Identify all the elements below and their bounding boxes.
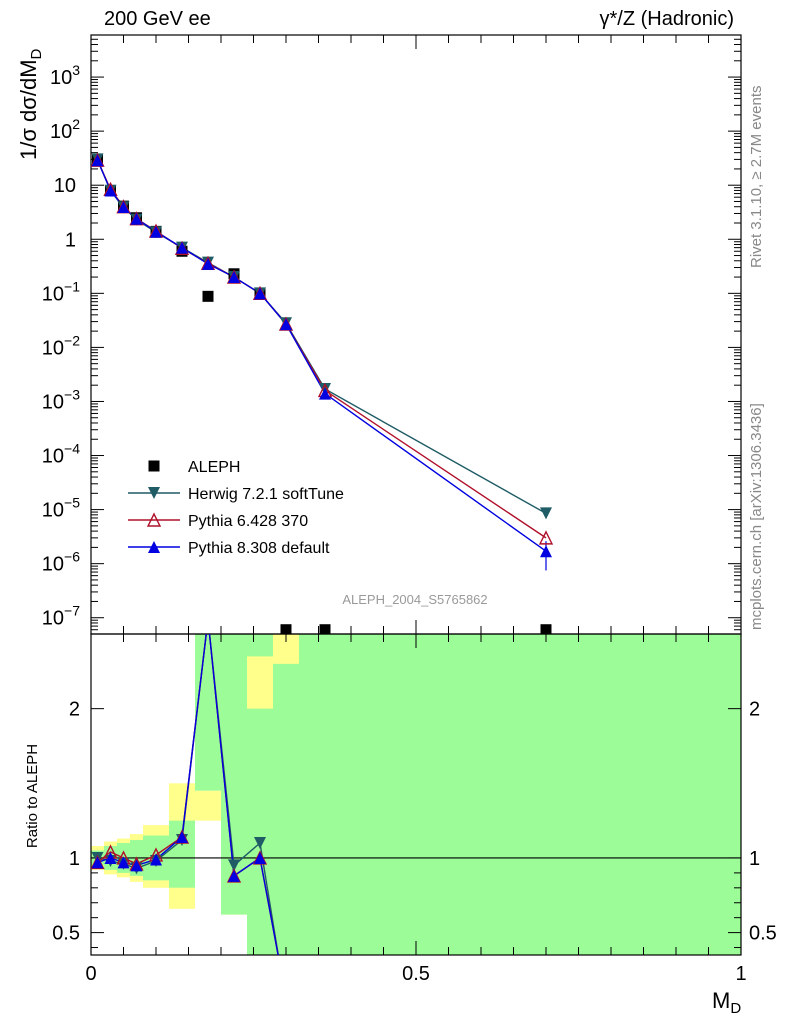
main-data-point — [117, 201, 130, 214]
x-tick-label: 0 — [85, 963, 96, 985]
ratio-data-point — [150, 853, 162, 866]
legend-marker — [146, 512, 162, 527]
main-data-point — [130, 212, 143, 225]
main-series-layer — [91, 152, 554, 634]
ratio-series-layer — [91, 634, 279, 955]
main-data-point — [202, 257, 214, 270]
legend-label: Pythia 8.308 default — [188, 540, 330, 557]
ratio-data-point — [254, 851, 266, 864]
main-data-point — [540, 545, 552, 558]
ratio-band-green — [273, 634, 299, 955]
main-y-axis-label: 1/σ dσ/dMD — [16, 48, 45, 160]
ratio-y-tick-label-left: 1 — [69, 848, 80, 870]
main-y-tick-label: 10−4 — [42, 441, 80, 468]
main-series-line — [96, 159, 547, 515]
main-data-point — [254, 287, 266, 300]
main-data-point — [540, 507, 552, 520]
ratio-band-yellow — [169, 887, 195, 909]
ratio-band-green — [299, 634, 351, 955]
ratio-y-tick-label-right: 1 — [749, 848, 760, 870]
ratio-band-green — [351, 634, 741, 955]
legend-marker — [148, 487, 160, 499]
main-data-point — [319, 624, 331, 634]
ratio-band-yellow — [247, 656, 273, 709]
legend: ALEPH Herwig 7.2.1 softTune Pythia 6.428 3… — [128, 459, 344, 557]
main-y-tick-label: 10 — [54, 175, 76, 197]
ratio-data-point — [228, 869, 240, 882]
ratio-y-tick-label-left: 0.5 — [52, 923, 80, 945]
main-data-point — [538, 530, 554, 545]
ratio-y-tick-label-left: 2 — [69, 699, 80, 721]
ratio-series-line — [97, 634, 279, 955]
ratio-band-yellow — [195, 790, 221, 821]
header-right-label: γ*/Z (Hadronic) — [599, 8, 734, 30]
main-data-point — [91, 154, 104, 167]
legend-marker — [148, 541, 160, 553]
x-tick-label: 1 — [735, 963, 746, 985]
ratio-data-point — [176, 831, 188, 844]
main-data-point — [228, 271, 240, 284]
main-data-point — [319, 387, 331, 400]
ratio-data-point — [117, 856, 130, 869]
ratio-band-green — [221, 634, 247, 955]
main-y-tick-label: 10−6 — [42, 549, 80, 576]
header-left-label: 200 GeV ee — [104, 8, 211, 30]
ratio-data-point — [130, 859, 143, 872]
main-data-point — [280, 624, 292, 634]
main-y-tick-label: 10−3 — [42, 386, 80, 413]
main-data-point — [150, 225, 162, 238]
ratio-data-point — [104, 851, 117, 864]
ratio-y-tick-label-right: 0.5 — [749, 923, 777, 945]
main-data-point — [104, 184, 117, 197]
legend-marker — [148, 460, 160, 472]
main-y-tick-label: 102 — [50, 116, 80, 143]
ratio-series-line — [97, 634, 279, 955]
main-series-line — [96, 159, 547, 539]
x-axis-label: MD — [712, 988, 741, 1017]
main-y-tick-label: 103 — [50, 62, 80, 89]
legend-label: ALEPH — [188, 459, 240, 476]
main-data-point — [202, 290, 214, 302]
legend-label: Pythia 6.428 370 — [188, 513, 308, 530]
ratio-data-point — [254, 837, 266, 850]
x-tick-label: 0.5 — [402, 963, 430, 985]
ratio-data-point — [91, 856, 104, 869]
main-y-tick-label: 10−2 — [42, 332, 80, 359]
main-y-tick-label: 10−1 — [42, 278, 80, 305]
ratio-y-tick-label-right: 2 — [749, 699, 760, 721]
main-y-tick-label: 10−5 — [42, 495, 80, 522]
main-y-axis: 10−7 10−6 10−5 10−4 10−3 10−2 10−1 1 10 102 103 — [42, 34, 741, 635]
main-y-tick-label: 1 — [65, 229, 76, 251]
main-data-point — [280, 318, 292, 331]
main-data-point — [540, 624, 552, 634]
x-axis: 0 0.5 1 — [85, 35, 747, 985]
main-data-point — [176, 241, 188, 254]
ratio-band-gap — [221, 914, 247, 955]
ratio-data-point — [228, 859, 240, 872]
main-y-tick-label: 10−7 — [42, 603, 80, 630]
analysis-id-label: ALEPH_2004_S5765862 — [342, 592, 487, 607]
legend-label: Herwig 7.2.1 softTune — [188, 486, 344, 503]
ratio-y-axis-label: Ratio to ALEPH — [24, 744, 41, 848]
ratio-bands — [91, 634, 741, 955]
